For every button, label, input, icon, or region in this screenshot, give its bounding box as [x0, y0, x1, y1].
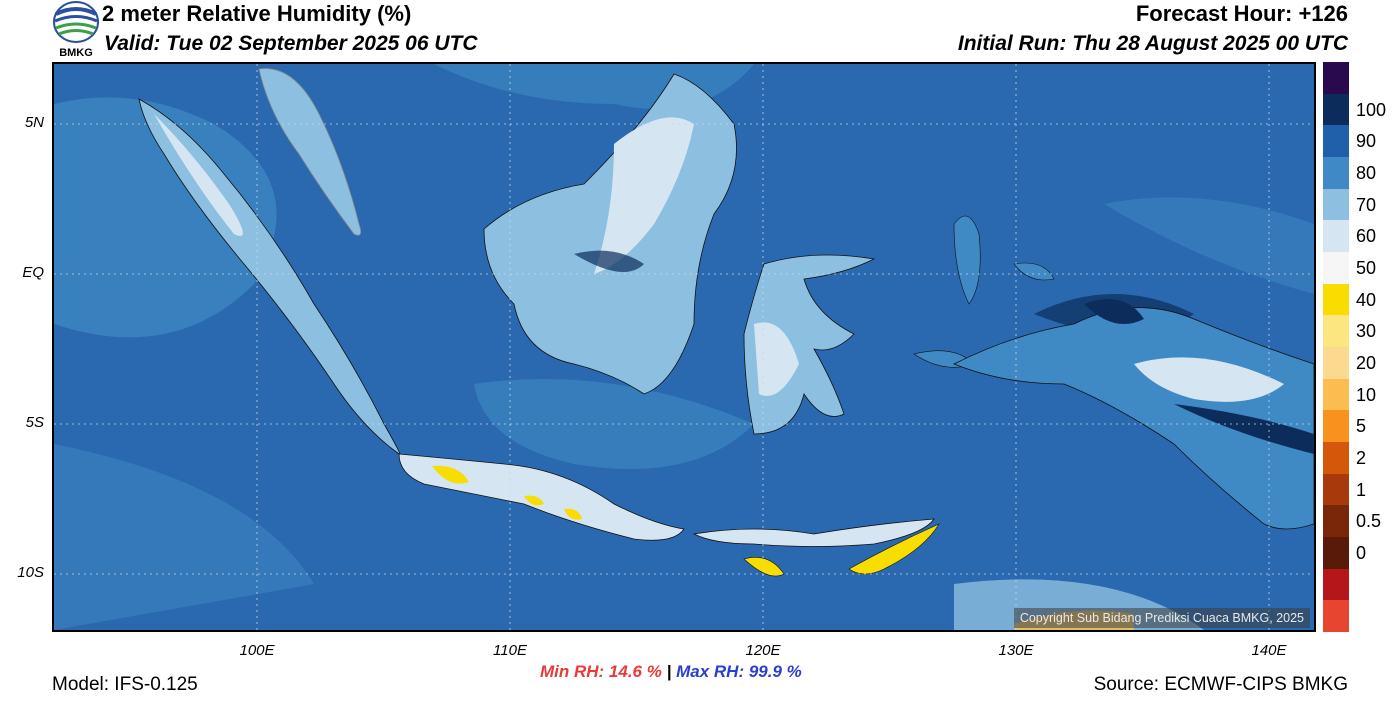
colorbar-label: 0.5 — [1356, 511, 1382, 532]
colorbar-swatch — [1323, 283, 1349, 316]
model-label: Model: IFS-0.125 — [52, 674, 198, 695]
colorbar-swatch — [1323, 251, 1349, 284]
colorbar-label: 100 — [1356, 99, 1387, 120]
copyright-notice: Copyright Sub Bidang Prediksi Cuaca BMKG… — [1013, 608, 1310, 628]
lon-label-120e: 120E — [745, 642, 781, 659]
colorbar-label: 60 — [1356, 226, 1377, 247]
timor-land — [848, 523, 940, 575]
colorbar-swatch — [1323, 441, 1349, 474]
colorbar-swatch — [1323, 188, 1349, 221]
colorbar-label: 70 — [1356, 194, 1377, 215]
initial-run: Initial Run: Thu 28 August 2025 00 UTC — [957, 32, 1348, 55]
colorbar-swatch — [1323, 125, 1349, 157]
colorbar-swatch — [1323, 346, 1349, 379]
bmkg-logo: BMKG — [52, 0, 100, 62]
colorbar — [1323, 62, 1349, 632]
map-canvas — [54, 64, 1314, 630]
colorbar-swatch — [1323, 473, 1349, 506]
colorbar-swatch — [1323, 568, 1349, 601]
colorbar-label: 0 — [1356, 542, 1367, 563]
lat-label-5n: 5N — [24, 114, 44, 131]
lat-label-5s: 5S — [25, 414, 44, 431]
colorbar-label: 50 — [1356, 257, 1377, 278]
logo-text: BMKG — [59, 47, 93, 59]
stats-separator: | — [666, 662, 672, 681]
colorbar-label: 80 — [1356, 162, 1377, 183]
rh-stats: Min RH: 14.6 % | Max RH: 99.9 % — [540, 662, 802, 682]
lat-label-eq: EQ — [22, 264, 44, 281]
colorbar-label: 30 — [1356, 321, 1377, 342]
colorbar-swatch — [1323, 93, 1349, 126]
colorbar-swatch — [1323, 536, 1349, 569]
min-rh: Min RH: 14.6 % — [540, 662, 662, 681]
colorbar-swatch — [1323, 600, 1349, 632]
colorbar-label: 1 — [1356, 479, 1367, 500]
colorbar-swatch — [1323, 410, 1349, 442]
colorbar-swatch — [1323, 378, 1349, 411]
colorbar-swatch — [1323, 220, 1349, 252]
colorbar-swatch — [1323, 62, 1349, 94]
colorbar-label: 2 — [1356, 447, 1367, 468]
lon-label-100e: 100E — [239, 642, 275, 659]
lon-label-140e: 140E — [1251, 642, 1287, 659]
lat-lon-grid — [54, 64, 1314, 630]
sumba-land — [743, 557, 785, 577]
colorbar-swatch — [1323, 156, 1349, 189]
java-land — [398, 453, 685, 541]
valid-time: Valid: Tue 02 September 2025 06 UTC — [104, 32, 478, 55]
colorbar-label: 40 — [1356, 289, 1377, 310]
colorbar-swatch — [1323, 505, 1349, 537]
lesser-sunda-land — [692, 518, 935, 547]
lat-label-10s: 10S — [17, 564, 44, 581]
max-rh: Max RH: 99.9 % — [676, 662, 802, 681]
colorbar-label: 90 — [1356, 131, 1377, 152]
colorbar-label: 5 — [1356, 416, 1367, 437]
forecast-hour: Forecast Hour: +126 — [1135, 1, 1348, 26]
colorbar-label: 10 — [1356, 384, 1377, 405]
humidity-map: Copyright Sub Bidang Prediksi Cuaca BMKG… — [52, 62, 1316, 632]
lon-label-130e: 130E — [998, 642, 1034, 659]
colorbar-label: 20 — [1356, 352, 1377, 373]
lon-label-110e: 110E — [493, 642, 527, 659]
chart-title: 2 meter Relative Humidity (%) — [102, 1, 412, 26]
colorbar-swatch — [1323, 315, 1349, 347]
malay-peninsula-land — [258, 68, 362, 236]
source-label: Source: ECMWF-CIPS BMKG — [1093, 674, 1348, 695]
